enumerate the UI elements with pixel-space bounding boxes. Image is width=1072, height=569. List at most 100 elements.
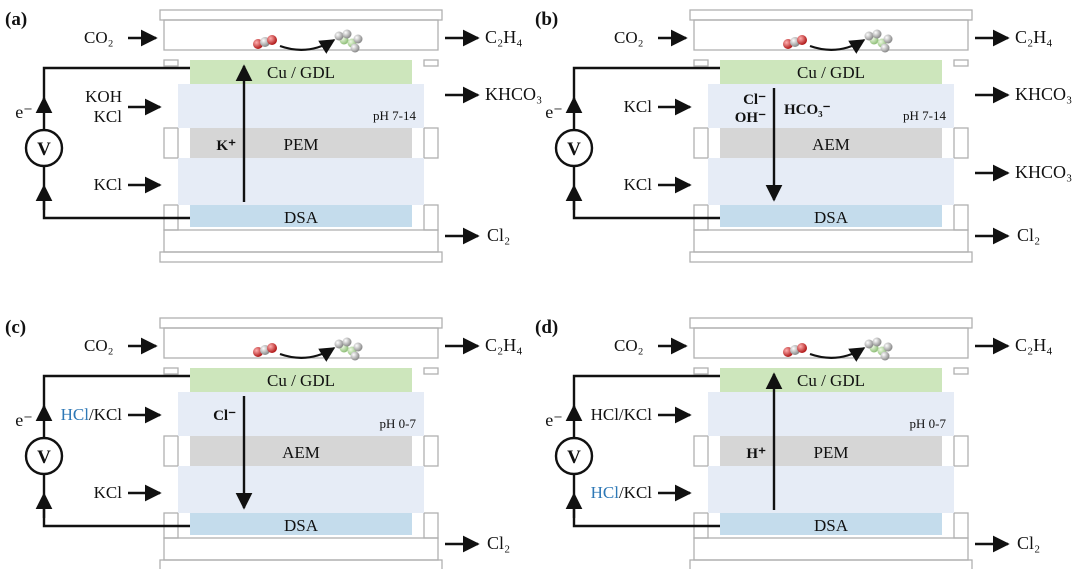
anode-dsa [720,205,942,227]
circuit-wire [572,508,720,528]
inlet-label: HCl/KCl [591,483,653,502]
ion-label: K⁺ [216,138,236,154]
voltmeter-label: V [567,447,581,468]
co2-molecule-icon [797,343,807,353]
anolyte-out-label: KHCO₃ [1015,162,1072,182]
inlet-label: HCl/KCl [591,405,653,424]
membrane-label: AEM [282,443,320,462]
membrane [190,128,412,158]
panel-label: (a) [5,9,27,30]
anolyte-chamber [178,466,424,513]
gasket [423,127,439,159]
voltmeter-label: V [37,139,51,160]
ethylene-molecule-icon [880,43,890,53]
anode-label: DSA [814,516,849,535]
ethylene-molecule-icon [353,342,363,352]
cathode-label: Cu / GDL [267,63,335,82]
cl2-label: Cl₂ [487,225,510,245]
panel-c: (c) Cu / GDL AEM DSA pH 0-7 CO₂ C₂H₄ Cl₂ HCl/KCl… [5,317,523,569]
cathode-label: Cu / GDL [267,371,335,390]
voltmeter-icon [554,436,594,476]
catholyte-out-label: KHCO₃ [485,84,542,104]
gasket [953,127,969,159]
co2-molecule-icon [267,35,277,45]
conversion-arrow [279,39,336,54]
ethylene-molecule-icon [872,29,882,39]
ion-label: H⁺ [746,446,766,462]
ph-label: pH 7-14 [903,108,946,123]
conversion-arrow [809,39,866,54]
anode-dsa [190,205,412,227]
electron-label: e⁻ [15,102,33,122]
anode-gas-chamber [163,229,439,253]
circuit-wire [572,66,720,108]
cathode-label: Cu / GDL [797,63,865,82]
membrane [720,436,942,466]
ethylene-molecule-icon [880,351,890,361]
circuit-wire [42,374,190,416]
c2h4-label: C₂H₄ [1015,335,1053,355]
panel-label: (c) [5,317,26,338]
panel-a: (a) Cu / GDL PEM DSA pH 7-14 CO₂ C₂H₄ Cl₂ KHCO₃ K… [5,9,542,263]
gasket [163,59,179,67]
circuit-wire [42,66,190,108]
co2-label: CO₂ [614,28,644,47]
panel-b: (b) Cu / GDL AEM DSA pH 7-14 CO₂ C₂H₄ Cl₂ KHCO₃ K… [535,9,1072,263]
membrane [190,436,412,466]
ethylene-molecule-icon [334,31,344,41]
gasket [953,512,969,539]
ethylene-molecule-icon [350,351,360,361]
voltmeter-icon [24,436,64,476]
gasket [163,435,179,467]
gasket [163,367,179,375]
inlet-label: KCl [94,175,123,194]
bottom-end-plate [159,559,443,569]
catholyte-chamber [708,392,954,436]
panel-label: (b) [535,9,558,30]
voltmeter-icon [554,128,594,168]
catholyte-chamber [708,84,954,128]
electron-label: e⁻ [15,410,33,430]
co2-label: CO₂ [84,336,114,355]
anode-label: DSA [284,208,319,227]
cathode-gdl [190,60,412,84]
membrane [720,128,942,158]
electron-label: e⁻ [545,102,563,122]
inlet-segment: /KCl [89,405,122,424]
ethylene-molecule-icon [334,339,344,349]
gasket [163,127,179,159]
cl2-label: Cl₂ [1017,225,1040,245]
gasket [693,367,709,375]
ethylene-molecule-icon [883,34,893,44]
panel-label: (d) [535,317,558,338]
conversion-arrow [279,347,336,362]
ion-label: OH⁻ [735,110,766,126]
gasket [423,512,439,539]
inlet-label: HCl/KCl [61,405,123,424]
electron-label: e⁻ [545,410,563,430]
gasket [423,204,439,231]
gas-chamber [693,327,969,359]
anolyte-chamber [178,158,424,205]
inlet-label: KOH [85,87,122,106]
circuit-wire [42,508,190,528]
ethylene-molecule-icon [864,31,874,41]
cathode-gdl [720,368,942,392]
ethylene-molecule-icon [350,43,360,53]
voltmeter-icon [24,128,64,168]
top-end-plate [159,9,443,21]
voltmeter-label: V [37,447,51,468]
gas-chamber [163,19,439,51]
gasket [693,435,709,467]
inlet-segment: HCl [61,405,90,424]
anode-dsa [720,513,942,535]
top-end-plate [689,317,973,329]
ph-label: pH 0-7 [910,416,947,431]
anolyte-chamber [708,466,954,513]
circuit-wire [572,374,720,416]
ethylene-molecule-icon [864,339,874,349]
gasket [693,127,709,159]
gasket [953,367,969,375]
inlet-label: KCl [94,483,123,502]
